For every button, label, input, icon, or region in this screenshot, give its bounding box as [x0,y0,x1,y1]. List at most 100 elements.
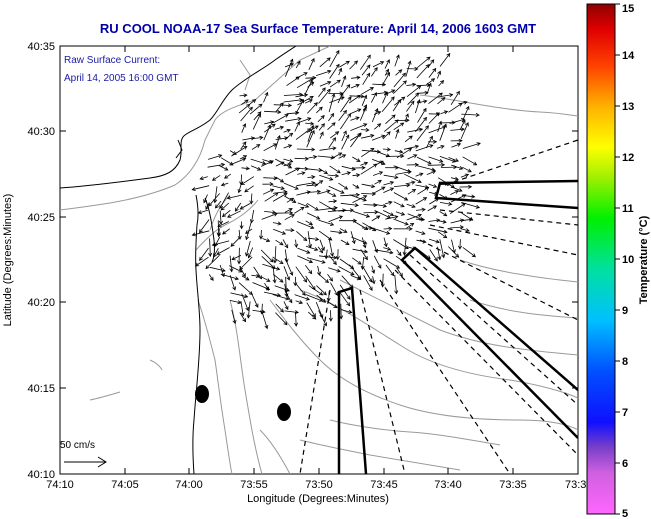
current-vector-head [380,283,385,288]
current-vector-head [314,247,319,251]
current-vector [294,168,308,170]
current-vector-head [394,290,399,295]
current-vector [407,189,416,195]
current-vector-head [211,177,217,181]
current-vector [304,79,313,94]
current-vector-head [349,208,355,213]
current-vector [363,204,377,206]
current-vector-head [458,138,463,143]
current-vector [405,61,411,77]
current-vector [372,61,384,68]
current-vector-head [437,256,442,261]
current-vector [406,223,414,229]
current-vector [275,303,284,313]
current-vector [229,158,246,166]
current-vector [308,285,323,296]
current-vector-head [280,186,285,190]
current-vector-head [290,214,295,218]
current-vector [294,157,309,160]
current-vector [295,266,307,283]
current-vector-head [431,170,437,175]
current-vector-head [430,78,436,83]
current-vector [319,174,333,181]
current-vector [341,134,350,150]
current-vector [371,158,386,165]
current-vector-head [402,80,407,85]
current-vector [349,95,364,97]
current-vector [229,275,236,291]
current-vector-head [269,160,274,164]
current-vector [274,285,290,292]
current-vector [360,163,377,175]
current-vector-head [350,271,355,276]
current-vector [297,255,313,263]
current-vector [461,218,473,222]
current-vector-head [221,268,226,273]
current-vector-head [370,133,375,138]
current-vector [437,121,442,133]
current-vector-head [361,165,366,170]
current-vector [404,173,422,183]
current-vector-head [336,79,341,84]
current-vector [318,255,337,259]
current-vector [371,265,375,274]
current-vector [318,89,331,104]
current-vector [262,189,274,195]
current-vector [405,181,415,185]
current-vector-head [374,108,379,113]
current-vector [350,275,361,280]
current-vector-head [404,196,409,201]
current-vector [319,81,331,87]
current-vector [406,214,422,221]
current-vector-head [432,67,437,73]
current-vector-head [458,102,463,107]
current-vector [273,114,289,124]
current-vector-head [386,246,392,251]
current-vector [417,186,429,195]
current-vector [199,247,209,261]
current-vector-head [451,120,456,125]
current-vector [296,148,315,150]
coastline [60,46,297,474]
current-vector-head [295,167,301,172]
current-vector-head [310,124,315,130]
current-vector-head [434,198,440,202]
current-vector-head [266,278,271,282]
current-vector-head [391,89,396,94]
current-vector-head [244,188,249,193]
current-vector [316,106,323,114]
radar-range-lines [299,139,578,474]
current-vector [327,301,338,309]
current-vector-head [329,277,334,282]
current-vector [436,71,441,79]
current-vector-head [286,276,291,281]
current-vector-head [269,258,274,263]
current-vector [359,107,367,121]
current-vector [461,113,480,116]
current-vector [241,123,246,133]
current-vector-head [356,158,361,162]
annotation-line-1: Raw Surface Current: [64,55,160,66]
current-vector-head [247,254,252,259]
current-vector-head [237,235,242,240]
colorbar-tick-label: 8 [622,356,628,368]
current-vector [327,209,346,212]
current-vector-head [421,207,426,212]
current-vector-head [415,92,420,97]
current-vector [383,187,394,193]
current-vector-head [332,137,336,142]
current-vector [249,103,263,115]
current-vector-head [433,139,438,144]
current-vector [371,108,378,123]
current-vector-head [287,103,293,108]
current-vector [318,87,326,98]
current-vector [338,266,355,276]
current-vector [218,165,228,171]
current-vector-head [248,106,253,111]
current-vector-head [426,56,431,61]
current-vector [218,228,220,237]
current-vector [371,227,390,234]
current-vector-head [272,279,277,284]
colorbar-tick-label: 11 [622,203,634,215]
current-vector-head [246,103,251,108]
